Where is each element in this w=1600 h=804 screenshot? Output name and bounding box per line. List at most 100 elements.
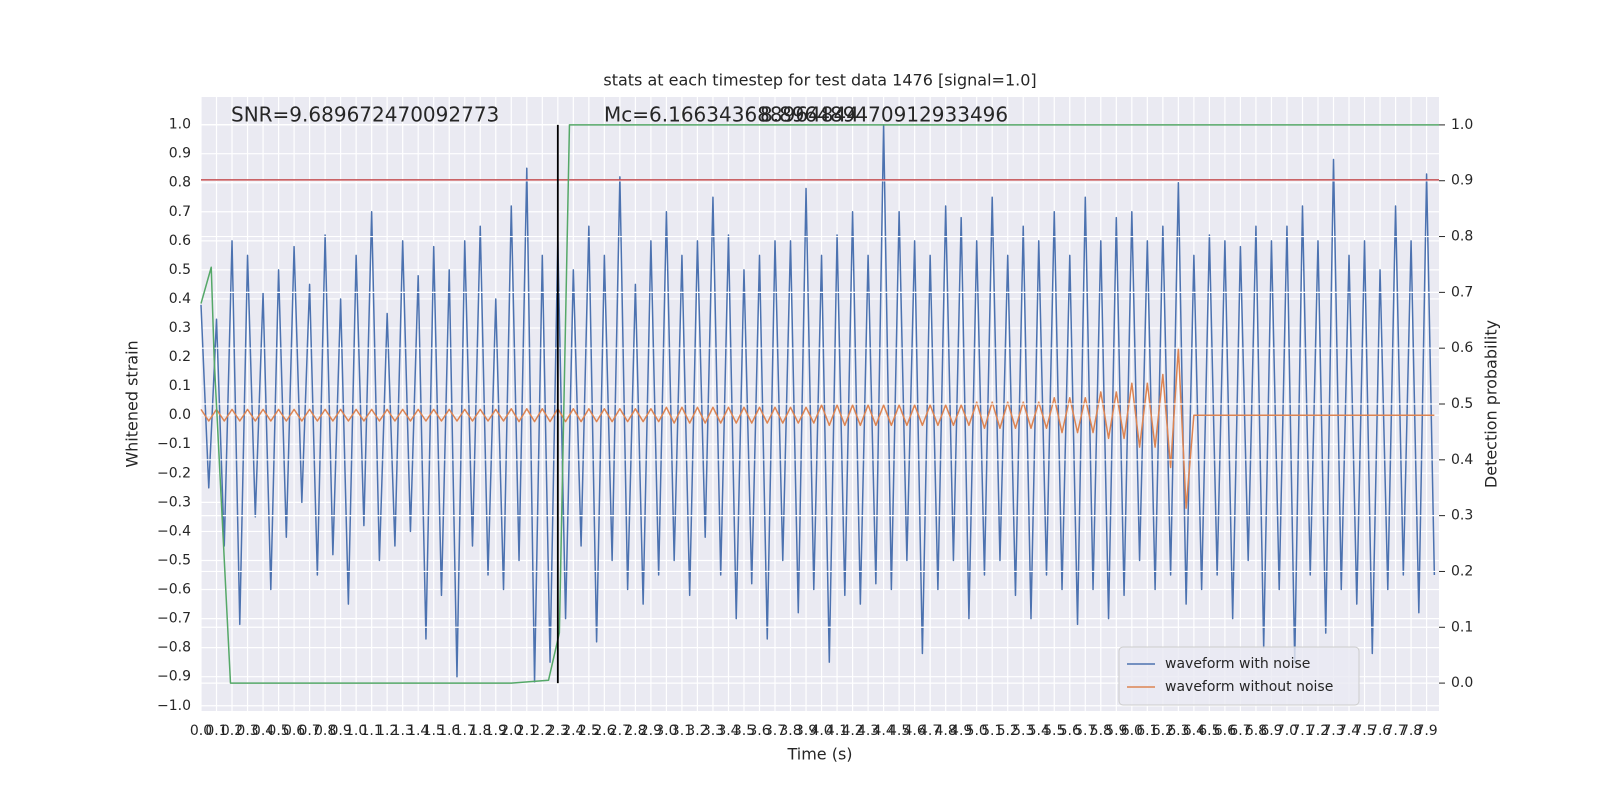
x-tick-label: 0.3	[236, 723, 258, 739]
legend-label: waveform without noise	[1165, 679, 1333, 695]
x-tick-label: 5.2	[997, 723, 1019, 739]
y-tick-label: 0.8	[169, 175, 191, 191]
y-tick-label: −0.5	[157, 552, 191, 568]
y-tick-label: 0.7	[169, 204, 191, 220]
x-tick-label: 0.1	[205, 723, 227, 739]
x-tick-label: 5.0	[966, 723, 988, 739]
x-tick-label: 0.0	[190, 723, 212, 739]
y-tick-label: 0.9	[169, 146, 191, 162]
x-tick-label: 7.6	[1369, 723, 1391, 739]
y-tick-label: 1.0	[169, 117, 191, 133]
x-tick-label: 4.2	[841, 723, 863, 739]
y-tick-label: 0.1	[169, 378, 191, 394]
x-tick-label: 0.6	[283, 723, 305, 739]
x-tick-label: 2.7	[609, 723, 631, 739]
x-tick-label: 5.8	[1090, 723, 1112, 739]
x-tick-label: 1.4	[407, 723, 429, 739]
annotation: SNR=9.689672470092773	[231, 103, 499, 127]
x-tick-label: 4.7	[919, 723, 941, 739]
x-tick-label: 1.2	[376, 723, 398, 739]
annotation: 8.896489470912933496	[760, 103, 1008, 127]
y-tick-label: −0.4	[157, 523, 191, 539]
x-tick-label: 5.1	[981, 723, 1003, 739]
x-tick-label: 1.3	[392, 723, 414, 739]
y-tick-label: −1.0	[157, 698, 191, 714]
x-tick-label: 4.1	[826, 723, 848, 739]
x-tick-label: 5.6	[1059, 723, 1081, 739]
x-tick-label: 6.4	[1183, 723, 1205, 739]
y-tick-label: 0.3	[169, 320, 191, 336]
x-tick-label: 2.8	[624, 723, 646, 739]
x-tick-label: 0.2	[221, 723, 243, 739]
x-tick-label: 7.9	[1415, 723, 1437, 739]
x-tick-label: 2.3	[547, 723, 569, 739]
chart-title: stats at each timestep for test data 147…	[603, 71, 1036, 90]
y2-tick-label: 0.3	[1451, 508, 1473, 524]
x-tick-label: 3.5	[733, 723, 755, 739]
x-tick-label: 0.7	[298, 723, 320, 739]
x-tick-label: 2.6	[593, 723, 615, 739]
x-tick-label: 3.9	[795, 723, 817, 739]
y-tick-label: −0.3	[157, 494, 191, 510]
y-tick-label: −0.1	[157, 436, 191, 452]
x-tick-label: 4.6	[904, 723, 926, 739]
x-tick-label: 7.7	[1384, 723, 1406, 739]
y-tick-label: 0.2	[169, 349, 191, 365]
x-tick-label: 3.1	[671, 723, 693, 739]
y2-tick-label: 0.2	[1451, 563, 1473, 579]
x-tick-label: 1.8	[469, 723, 491, 739]
legend-label: waveform with noise	[1165, 656, 1310, 672]
x-tick-label: 3.8	[779, 723, 801, 739]
x-tick-label: 0.9	[329, 723, 351, 739]
x-tick-label: 2.4	[562, 723, 584, 739]
x-tick-label: 3.7	[764, 723, 786, 739]
x-tick-label: 2.5	[578, 723, 600, 739]
x-tick-label: 2.2	[531, 723, 553, 739]
x-tick-label: 3.3	[702, 723, 724, 739]
x-tick-label: 7.4	[1338, 723, 1360, 739]
x-tick-label: 4.3	[857, 723, 879, 739]
y-tick-label: −0.6	[157, 582, 191, 598]
y-tick-label: −0.7	[157, 611, 191, 627]
x-tick-label: 6.6	[1214, 723, 1236, 739]
x-tick-label: 7.2	[1307, 723, 1329, 739]
x-tick-label: 4.8	[935, 723, 957, 739]
x-tick-label: 6.0	[1121, 723, 1143, 739]
x-tick-label: 5.4	[1028, 723, 1050, 739]
x-tick-label: 1.7	[454, 723, 476, 739]
x-tick-label: 6.2	[1152, 723, 1174, 739]
x-tick-label: 3.4	[717, 723, 739, 739]
x-tick-label: 5.5	[1043, 723, 1065, 739]
x-tick-label: 1.9	[485, 723, 507, 739]
y2-axis-label: Detection probability	[1482, 320, 1501, 488]
x-tick-label: 7.8	[1400, 723, 1422, 739]
x-tick-label: 1.5	[423, 723, 445, 739]
legend-box	[1118, 646, 1360, 706]
x-tick-label: 6.3	[1167, 723, 1189, 739]
x-tick-label: 7.0	[1276, 723, 1298, 739]
x-tick-label: 0.5	[267, 723, 289, 739]
y-tick-label: −0.9	[157, 669, 191, 685]
x-tick-label: 4.4	[872, 723, 894, 739]
y2-tick-label: 0.5	[1451, 396, 1473, 412]
x-tick-label: 7.3	[1322, 723, 1344, 739]
annotation: Mc=6.166343688964844	[604, 103, 859, 127]
x-tick-label: 0.8	[314, 723, 336, 739]
series-line	[200, 347, 1435, 509]
x-tick-label: 3.0	[655, 723, 677, 739]
x-tick-label: 6.7	[1229, 723, 1251, 739]
x-tick-label: 2.9	[640, 723, 662, 739]
y2-tick-label: 0.4	[1451, 452, 1473, 468]
series-line	[200, 123, 1436, 684]
x-tick-label: 6.1	[1136, 723, 1158, 739]
x-tick-label: 3.6	[748, 723, 770, 739]
x-tick-label: 5.9	[1105, 723, 1127, 739]
x-tick-label: 4.0	[810, 723, 832, 739]
x-tick-label: 2.1	[516, 723, 538, 739]
y-tick-label: 0.0	[169, 407, 191, 423]
y-tick-label: 0.5	[169, 262, 191, 278]
y2-tick-label: 0.7	[1451, 284, 1473, 300]
x-tick-label: 7.1	[1291, 723, 1313, 739]
